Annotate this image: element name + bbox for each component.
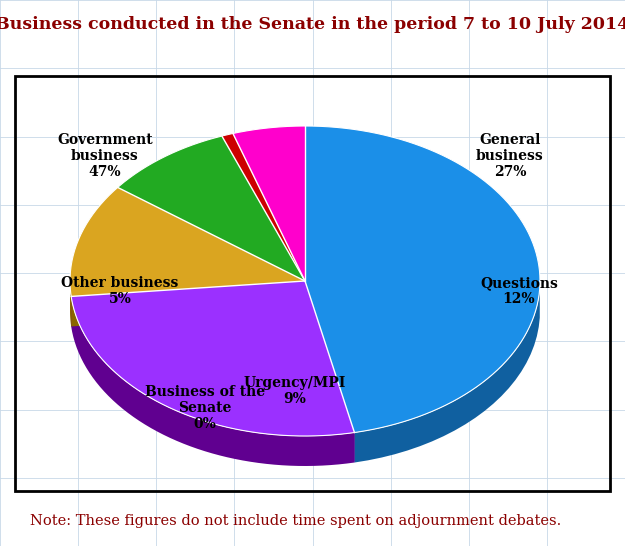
Polygon shape bbox=[70, 282, 71, 327]
Polygon shape bbox=[305, 281, 354, 462]
Polygon shape bbox=[71, 281, 305, 327]
Text: Business conducted in the Senate in the period 7 to 10 July 2014: Business conducted in the Senate in the … bbox=[0, 16, 625, 33]
Polygon shape bbox=[222, 133, 305, 281]
Text: Questions
12%: Questions 12% bbox=[480, 276, 558, 306]
Polygon shape bbox=[305, 281, 354, 462]
Polygon shape bbox=[71, 281, 354, 436]
Polygon shape bbox=[71, 296, 354, 466]
Text: Business of the
Senate
0%: Business of the Senate 0% bbox=[145, 385, 265, 431]
Polygon shape bbox=[305, 126, 540, 432]
Text: Urgency/MPI
9%: Urgency/MPI 9% bbox=[244, 376, 346, 406]
Polygon shape bbox=[354, 288, 540, 462]
Polygon shape bbox=[118, 136, 305, 281]
Polygon shape bbox=[70, 187, 305, 296]
Text: General
business
27%: General business 27% bbox=[476, 133, 544, 179]
Text: Government
business
47%: Government business 47% bbox=[58, 133, 153, 179]
Polygon shape bbox=[233, 126, 305, 281]
Text: Note: These figures do not include time spent on adjournment debates.: Note: These figures do not include time … bbox=[30, 514, 561, 528]
Text: Other business
5%: Other business 5% bbox=[61, 276, 179, 306]
Bar bbox=[15, 76, 610, 491]
Polygon shape bbox=[71, 281, 305, 327]
